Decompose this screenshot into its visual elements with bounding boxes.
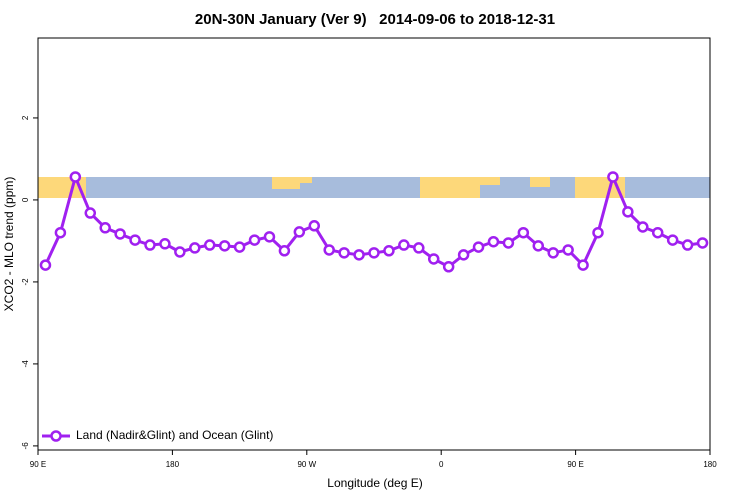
data-point	[54, 226, 67, 239]
data-point	[592, 226, 604, 239]
data-point	[413, 242, 425, 254]
data-point	[368, 247, 380, 259]
data-point	[218, 240, 231, 252]
data-point	[308, 220, 321, 232]
data-point	[323, 244, 335, 256]
data-point	[39, 259, 52, 271]
data-point	[189, 242, 201, 254]
data-point	[383, 245, 395, 257]
x-tick-label: 0	[439, 460, 444, 469]
y-tick-label: -2	[21, 278, 30, 286]
data-point	[666, 234, 679, 246]
data-point	[99, 222, 111, 234]
data-point	[472, 241, 485, 253]
data-point	[547, 247, 559, 259]
data-point	[159, 238, 171, 250]
y-tick-label: -4	[21, 360, 30, 368]
data-point	[398, 239, 410, 251]
y-axis-label: XCO2 - MLO trend (ppm)	[2, 177, 16, 312]
x-axis-label: Longitude (deg E)	[327, 476, 422, 490]
data-point	[487, 235, 500, 248]
data-point	[442, 261, 455, 273]
legend-label: Land (Nadir&Glint) and Ocean (Glint)	[76, 428, 273, 442]
chart-title: 20N-30N January (Ver 9) 2014-09-06 to 20…	[195, 11, 555, 28]
legend-marker	[50, 430, 62, 442]
data-point	[651, 226, 664, 239]
data-point	[577, 259, 589, 271]
data-point	[353, 249, 365, 261]
data-point	[263, 231, 276, 243]
data-point	[114, 228, 126, 240]
data-point	[144, 239, 156, 251]
x-tick-label: 90 E	[30, 460, 46, 469]
x-tick-label: 90 W	[297, 460, 316, 469]
x-tick-label: 180	[166, 460, 180, 469]
data-point	[174, 246, 186, 258]
data-point	[607, 171, 619, 183]
data-point	[278, 245, 291, 257]
data-point	[562, 244, 574, 256]
data-point	[84, 207, 97, 219]
data-point	[502, 237, 515, 249]
data-point	[637, 221, 649, 233]
data-point	[293, 226, 306, 238]
x-tick-label: 180	[703, 460, 717, 469]
data-point	[233, 241, 246, 253]
data-point	[338, 247, 350, 259]
data-point	[622, 206, 634, 218]
data-point	[69, 171, 82, 183]
data-point	[532, 240, 545, 252]
data-point	[427, 253, 440, 265]
map-strip	[38, 177, 710, 198]
y-tick-label: -6	[21, 442, 30, 450]
data-point	[681, 239, 694, 251]
plot-frame	[37, 37, 711, 451]
x-tick-label: 90 E	[567, 460, 583, 469]
y-tick-label: 2	[21, 115, 30, 120]
data-point	[457, 249, 470, 261]
y-tick-label: 0	[21, 197, 30, 202]
data-point	[248, 234, 261, 246]
data-point	[129, 234, 141, 246]
data-point	[203, 239, 216, 251]
data-point	[517, 226, 530, 239]
data-point	[696, 237, 709, 249]
